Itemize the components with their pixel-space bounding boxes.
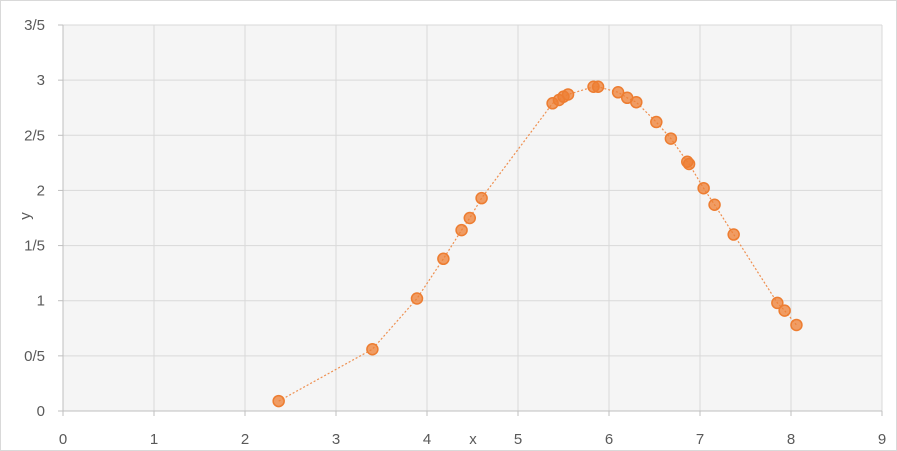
y-tick-label: 2/5 [24,127,45,144]
data-point [611,86,625,99]
data-point [727,228,740,241]
data-point [410,292,424,305]
data-point [664,132,678,145]
data-point [366,342,379,356]
axes: 0 1 2 3 4 5 6 7 8 9 0 0/5 1 1/5 2 2/5 3 3/5 [24,17,886,448]
y-tick-label: 0 [37,403,45,420]
x-tick-label: 1 [150,431,158,448]
data-point [475,191,488,205]
data-point [650,115,663,129]
data-point [778,304,791,317]
x-tick-label: 6 [605,431,613,448]
x-tick-label: 7 [696,431,704,448]
data-point [630,95,643,109]
x-tick-label: 0 [59,431,67,448]
y-tick-label: 3 [37,72,45,89]
data-point [455,223,468,237]
y-axis-label: y [17,212,34,220]
data-point [437,252,450,266]
x-tick-label: 8 [787,431,795,448]
data-point [591,80,605,94]
y-tick-label: 1 [37,293,45,310]
data-point [272,394,285,408]
x-tick-label: 3 [332,431,340,448]
y-tick-label: 0/5 [24,348,45,365]
data-point [682,157,696,171]
x-tick-label: 5 [514,431,522,448]
x-tick-label: 9 [878,431,886,448]
y-tick-label: 3/5 [24,17,45,34]
data-point [771,296,784,310]
x-tick-label: 4 [423,431,431,448]
data-point [790,318,803,332]
data-point [708,198,721,212]
data-point [463,211,477,225]
y-tick-label: 2 [37,182,45,199]
x-tick-label: 2 [241,431,249,448]
series [272,80,803,408]
x-axis-label: x [469,431,477,448]
data-point [697,181,710,195]
data-point [561,88,575,101]
y-tick-label: 1/5 [24,238,45,255]
